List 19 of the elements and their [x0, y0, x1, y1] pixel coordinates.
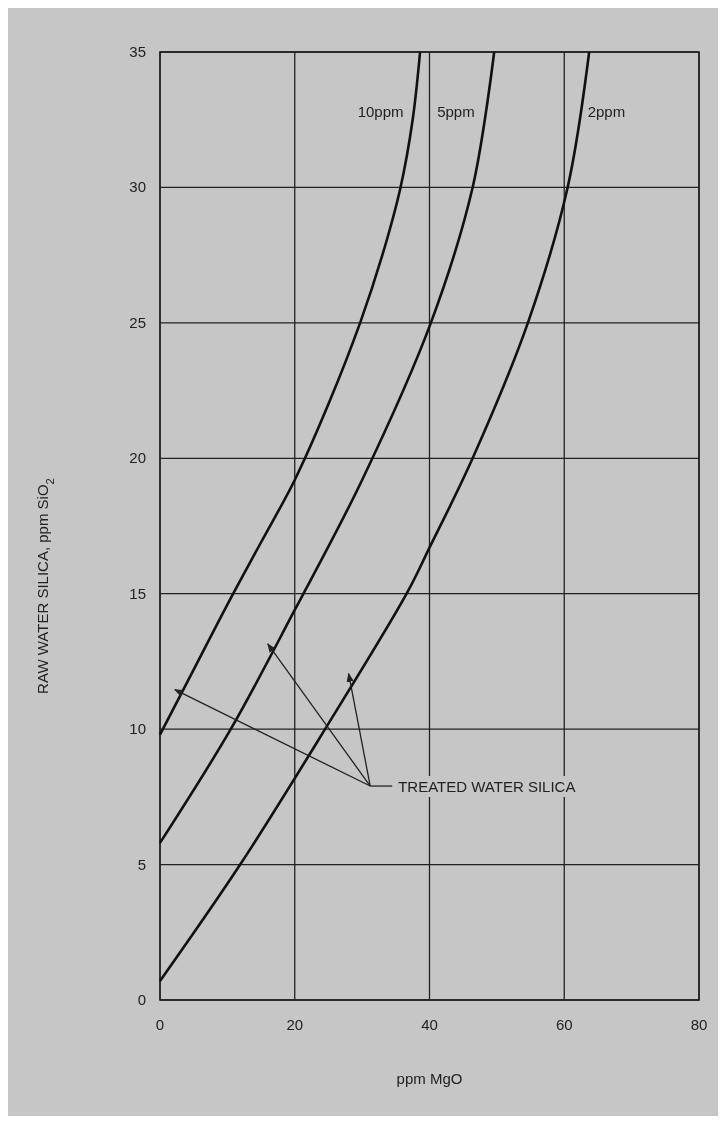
annotation: TREATED WATER SILICA — [398, 778, 576, 796]
x-tick-label: 20 — [286, 1016, 304, 1033]
line-series — [158, 50, 422, 736]
y-tick-label: 30 — [129, 178, 146, 196]
x-tick-label: 40 — [421, 1016, 438, 1033]
y-tick-label: 20 — [129, 449, 146, 467]
y-tick-label: 0 — [137, 991, 146, 1008]
y-tick-label: 5 — [137, 855, 146, 873]
x-axis-title: ppm MgO — [396, 1070, 463, 1087]
x-tick-label: 80 — [690, 1016, 708, 1033]
x-tick-label: 0 — [155, 1016, 165, 1033]
y-tick-label: 35 — [129, 43, 146, 60]
y-tick-label: 25 — [129, 313, 146, 331]
series-label: 10ppm — [357, 102, 404, 120]
y-tick-label: 15 — [129, 584, 146, 602]
series-label: 5ppm — [437, 102, 475, 120]
series-label: 2ppm — [587, 102, 626, 120]
y-tick-label: 10 — [129, 720, 146, 738]
x-tick-label: 60 — [555, 1016, 573, 1033]
